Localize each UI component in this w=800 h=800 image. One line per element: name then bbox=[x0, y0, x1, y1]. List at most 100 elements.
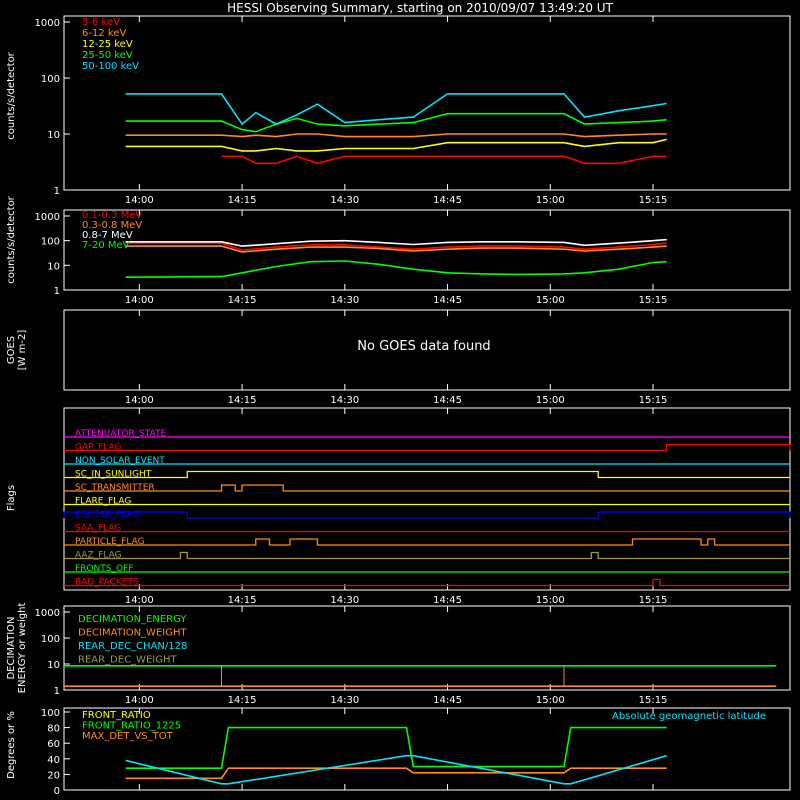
y-tick-label: 10 bbox=[47, 130, 60, 141]
legend-entry: DECIMATION_WEIGHT bbox=[78, 628, 187, 639]
y-tick-label: 100 bbox=[41, 634, 60, 645]
x-tick-label: 15:15 bbox=[639, 695, 668, 706]
series-line bbox=[125, 242, 667, 251]
flag-label: SAA_FLAG bbox=[75, 524, 121, 534]
x-tick-label: 14:30 bbox=[330, 395, 359, 406]
panel-frame bbox=[63, 605, 791, 691]
x-tick-label: 14:00 bbox=[125, 295, 154, 306]
flag-label: SC_IN_SUNLIGHT bbox=[75, 470, 152, 480]
x-tick-label: 14:45 bbox=[433, 295, 462, 306]
flag-line bbox=[64, 578, 790, 587]
flag-label: ECLIPSE_FLAG bbox=[75, 510, 139, 520]
y-axis-label: [W m-2] bbox=[17, 330, 28, 371]
flag-label: BAD_PACKETS bbox=[75, 578, 139, 588]
y-tick-label: 1 bbox=[54, 686, 60, 697]
flag-label: AAZ_FLAG bbox=[75, 551, 122, 561]
legend-entry: 3-6 keV bbox=[82, 17, 120, 28]
flag-line bbox=[64, 443, 791, 452]
x-tick-label: 14:15 bbox=[228, 395, 257, 406]
x-tick-label: 15:15 bbox=[639, 395, 668, 406]
x-tick-label: 14:15 bbox=[228, 695, 257, 706]
flag-line bbox=[64, 538, 790, 546]
panel-frame bbox=[63, 15, 791, 191]
figure-title: HESSI Observing Summary, starting on 201… bbox=[227, 1, 613, 15]
series-line bbox=[125, 112, 667, 133]
y-axis-label: counts/s/detector bbox=[6, 51, 17, 139]
panel-frame bbox=[63, 209, 791, 291]
flag-line bbox=[64, 484, 790, 492]
legend-entry: REAR_DEC_WEIGHT bbox=[78, 655, 177, 666]
x-tick-label: 14:30 bbox=[330, 295, 359, 306]
y-tick-label: 20 bbox=[47, 770, 60, 781]
legend-entry: 12-25 keV bbox=[82, 39, 133, 50]
x-tick-label: 15:15 bbox=[639, 595, 668, 606]
flag-label: FLARE_FLAG bbox=[75, 497, 131, 507]
series-line bbox=[125, 260, 667, 278]
series-line bbox=[125, 133, 667, 138]
flag-line bbox=[64, 551, 790, 560]
panel-frame bbox=[63, 309, 791, 391]
x-tick-label: 14:15 bbox=[228, 295, 257, 306]
y-tick-label: 100 bbox=[41, 74, 60, 85]
y-tick-label: 10 bbox=[47, 660, 60, 671]
x-tick-label: 14:00 bbox=[125, 195, 154, 206]
legend-entry: 0.8-7 MeV bbox=[82, 230, 133, 241]
y-tick-label: 100 bbox=[41, 708, 60, 719]
legend-entry: 6-12 keV bbox=[82, 28, 126, 39]
y-axis-label: Flags bbox=[6, 485, 17, 511]
flag-line bbox=[63, 511, 791, 519]
series-line bbox=[125, 726, 667, 769]
x-tick-label: 14:45 bbox=[433, 195, 462, 206]
legend-entry: MAX_DET_VS_TOT bbox=[82, 731, 174, 742]
series-line bbox=[125, 767, 667, 780]
y-tick-label: 80 bbox=[47, 724, 60, 735]
panel-frame bbox=[63, 407, 791, 591]
legend-entry: 7-20 MeV bbox=[82, 240, 130, 251]
x-tick-label: 14:30 bbox=[330, 195, 359, 206]
legend-entry: FRONT_RATIO_1225 bbox=[82, 721, 181, 732]
no-data-message: No GOES data found bbox=[357, 339, 490, 354]
y-tick-label: 1 bbox=[54, 286, 60, 297]
legend-entry: 25-50 keV bbox=[82, 50, 133, 61]
x-tick-label: 15:00 bbox=[536, 595, 565, 606]
flag-label: SC_TRANSMITTER bbox=[75, 483, 155, 493]
x-tick-label: 14:30 bbox=[330, 595, 359, 606]
x-tick-label: 14:15 bbox=[228, 195, 257, 206]
x-tick-label: 14:45 bbox=[433, 595, 462, 606]
y-tick-label: 1 bbox=[54, 186, 60, 197]
series-line bbox=[125, 754, 667, 785]
flag-label: GAP_FLAG bbox=[75, 443, 121, 453]
y-tick-label: 1000 bbox=[35, 212, 60, 223]
x-tick-label: 15:00 bbox=[536, 195, 565, 206]
legend-entry: 0.1-0.3 MeV bbox=[82, 210, 142, 221]
flag-label: PARTICLE_FLAG bbox=[75, 537, 145, 547]
latitude-annotation: Absolute geomagnetic latitude bbox=[612, 711, 766, 722]
y-axis-label: GOES bbox=[6, 336, 17, 364]
legend-entry: DECIMATION_ENERGY bbox=[78, 614, 187, 625]
series-line bbox=[125, 238, 667, 247]
x-tick-label: 15:15 bbox=[639, 295, 668, 306]
y-tick-label: 60 bbox=[47, 739, 60, 750]
x-tick-label: 15:00 bbox=[536, 295, 565, 306]
x-tick-label: 15:00 bbox=[536, 395, 565, 406]
flag-label: NON_SOLAR_EVENT bbox=[75, 456, 165, 466]
y-tick-label: 1000 bbox=[35, 18, 60, 29]
y-axis-label: DECIMATION bbox=[6, 616, 17, 679]
x-tick-label: 14:15 bbox=[228, 595, 257, 606]
y-axis-label: counts/s/detector bbox=[6, 195, 17, 283]
series-line bbox=[125, 93, 667, 126]
x-tick-label: 14:45 bbox=[433, 695, 462, 706]
y-tick-label: 1000 bbox=[35, 608, 60, 619]
flag-line bbox=[64, 470, 790, 479]
x-tick-label: 14:00 bbox=[125, 695, 154, 706]
x-tick-label: 15:15 bbox=[639, 195, 668, 206]
legend-entry: 0.3-0.8 MeV bbox=[82, 220, 142, 231]
x-tick-label: 14:00 bbox=[125, 395, 154, 406]
y-tick-label: 10 bbox=[47, 261, 60, 272]
y-axis-label: ENERGY or weight bbox=[17, 603, 28, 694]
legend-entry: REAR_DEC_CHAN/128 bbox=[78, 641, 187, 652]
legend-entry: FRONT_RATIO bbox=[82, 710, 151, 721]
y-tick-label: 100 bbox=[41, 237, 60, 248]
